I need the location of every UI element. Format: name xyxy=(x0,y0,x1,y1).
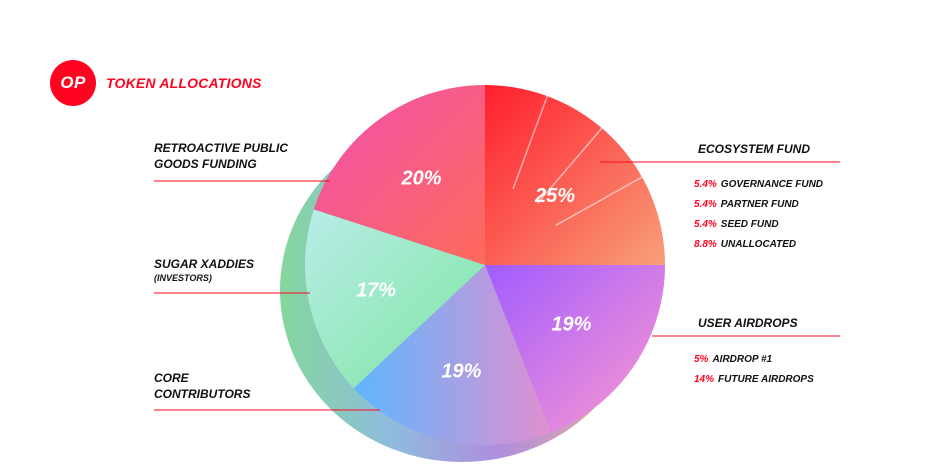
core-contributors-label: CORE CONTRIBUTORS xyxy=(154,371,251,401)
pct-label-sugar-xaddies: 17% xyxy=(356,279,396,301)
slice-retro-funding xyxy=(313,85,485,265)
slice-user-airdrops xyxy=(485,265,665,433)
op-logo: OP xyxy=(50,60,96,106)
chart-header: OP TOKEN ALLOCATIONS xyxy=(50,60,262,106)
ecosystem-fund-label: ECOSYSTEM FUND xyxy=(698,142,811,156)
sugar-xaddies-label: SUGAR XADDIES (INVESTORS) xyxy=(154,257,255,283)
airdrop-item: 14% FUTURE AIRDROPS xyxy=(694,374,814,385)
ecosystem-item: 5.4% PARTNER FUND xyxy=(694,199,799,210)
subdivision-line xyxy=(512,95,549,190)
slice-ecosystem-fund xyxy=(485,85,665,265)
subdivision-line xyxy=(555,176,643,227)
retro-funding-label: RETROACTIVE PUBLIC GOODS FUNDING xyxy=(154,141,289,171)
pct-label-retro-funding: 20% xyxy=(401,168,442,190)
ecosystem-item: 8.8% UNALLOCATED xyxy=(694,239,797,250)
pct-label-user-airdrops: 19% xyxy=(551,314,591,336)
pct-label-core-contributors: 19% xyxy=(441,360,481,382)
pct-label-ecosystem-fund: 25% xyxy=(534,185,575,207)
slice-sugar-xaddies xyxy=(305,209,485,389)
subdivision-line xyxy=(537,127,603,204)
ecosystem-item: 5.4% SEED FUND xyxy=(694,219,779,230)
chart-title: TOKEN ALLOCATIONS xyxy=(106,75,262,91)
ecosystem-item: 5.4% GOVERNANCE FUND xyxy=(694,179,824,190)
airdrop-item: 5% AIRDROP #1 xyxy=(694,354,773,365)
user-airdrops-label: USER AIRDROPS xyxy=(698,316,798,330)
slice-core-contributors xyxy=(353,265,552,445)
